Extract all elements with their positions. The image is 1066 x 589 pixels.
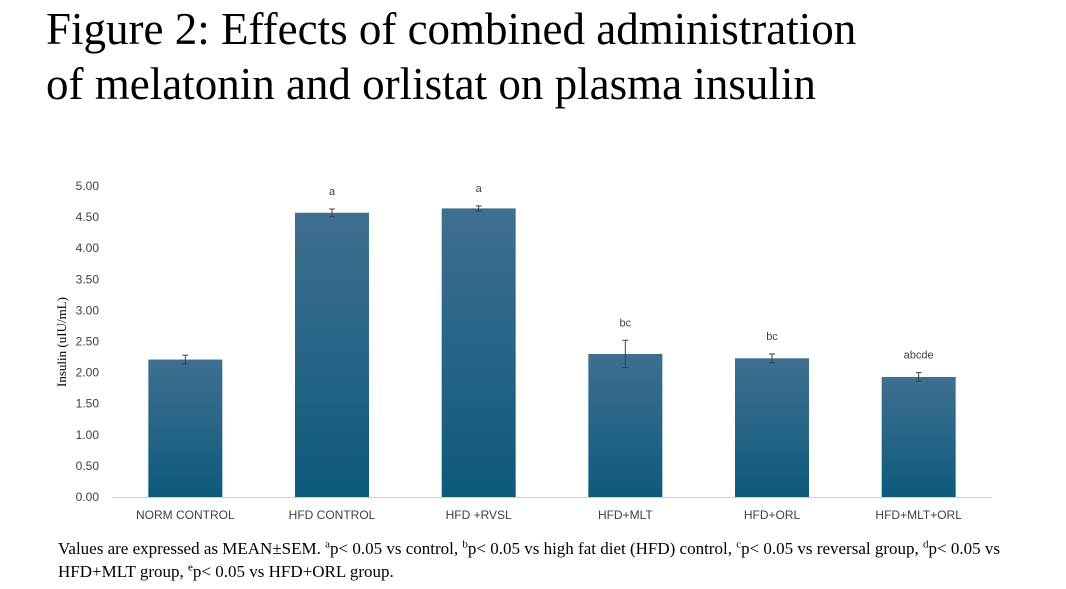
y-tick-label: 3.00 <box>76 303 100 317</box>
footnote-sup-a: a <box>325 538 330 551</box>
footnote-sup-d: d <box>923 538 929 551</box>
x-tick-label: HFD +RVSL <box>446 508 512 522</box>
x-tick-label: NORM CONTROL <box>136 508 235 522</box>
x-tick-label: HFD+ORL <box>744 508 801 522</box>
insulin-bar-chart: 0.00 0.50 1.00 1.50 2.00 2.50 3.00 3.50 4.00 4.50… <box>54 179 992 522</box>
footnote-text-3: p< 0.05 vs high fat diet (HFD) control, <box>467 539 737 558</box>
footnote-sup-e: e <box>188 561 193 574</box>
footnote-sup-c: c <box>736 538 742 551</box>
x-axis: NORM CONTROL HFD CONTROL HFD +RVSL HFD+MLT H… <box>112 497 992 522</box>
footnote-text-5: p< 0.05 vs HFD+MLT group, <box>58 539 1000 581</box>
y-tick-label: 3.50 <box>76 272 100 286</box>
significance-label: a <box>476 183 483 195</box>
significance-label: bc <box>766 331 778 343</box>
y-tick-label: 0.00 <box>76 490 100 504</box>
bars-group: a a bc bc abcde <box>148 183 956 497</box>
footnote-text-4: p< 0.05 vs reversal group, <box>741 539 924 558</box>
footnote-text-2: p< 0.05 vs control, <box>330 539 463 558</box>
y-tick-label: 4.50 <box>76 210 100 224</box>
figure-title-line-2: of melatonin and orlistat on plasma insu… <box>46 59 816 109</box>
y-tick-label: 5.00 <box>76 179 100 193</box>
bar <box>735 358 809 497</box>
y-tick-label: 4.00 <box>76 241 100 255</box>
bar <box>148 359 223 497</box>
bar <box>881 376 956 497</box>
y-tick-label: 1.50 <box>76 397 100 411</box>
bar <box>295 212 369 497</box>
footnote-text-6: p< 0.05 vs HFD+ORL group. <box>192 562 394 581</box>
x-tick-label: HFD CONTROL <box>289 508 376 522</box>
figure-title-line-1: Figure 2: Effects of combined administra… <box>46 4 857 54</box>
y-axis: 0.00 0.50 1.00 1.50 2.00 2.50 3.00 3.50 4.00 4.50… <box>76 179 100 504</box>
significance-label: a <box>329 186 336 198</box>
x-tick-label: HFD+MLT+ORL <box>875 508 962 522</box>
x-tick-label: HFD+MLT <box>598 508 653 522</box>
y-tick-label: 2.00 <box>76 366 100 380</box>
footnote: Values are expressed as MEAN±SEM. ap< 0.… <box>58 537 1048 583</box>
bar <box>441 208 516 497</box>
y-tick-label: 0.50 <box>76 459 100 473</box>
y-axis-title: Insulin (uIU/mL) <box>54 297 69 387</box>
significance-label: abcde <box>904 350 934 362</box>
y-tick-label: 1.00 <box>76 428 100 442</box>
significance-label: bc <box>620 317 632 329</box>
footnote-text-1: Values are expressed as MEAN±SEM. <box>58 539 326 558</box>
bar <box>588 353 663 497</box>
footnote-sup-b: b <box>462 538 468 551</box>
y-tick-label: 2.50 <box>76 335 100 349</box>
figure-title: Figure 2: Effects of combined administra… <box>46 2 1046 112</box>
